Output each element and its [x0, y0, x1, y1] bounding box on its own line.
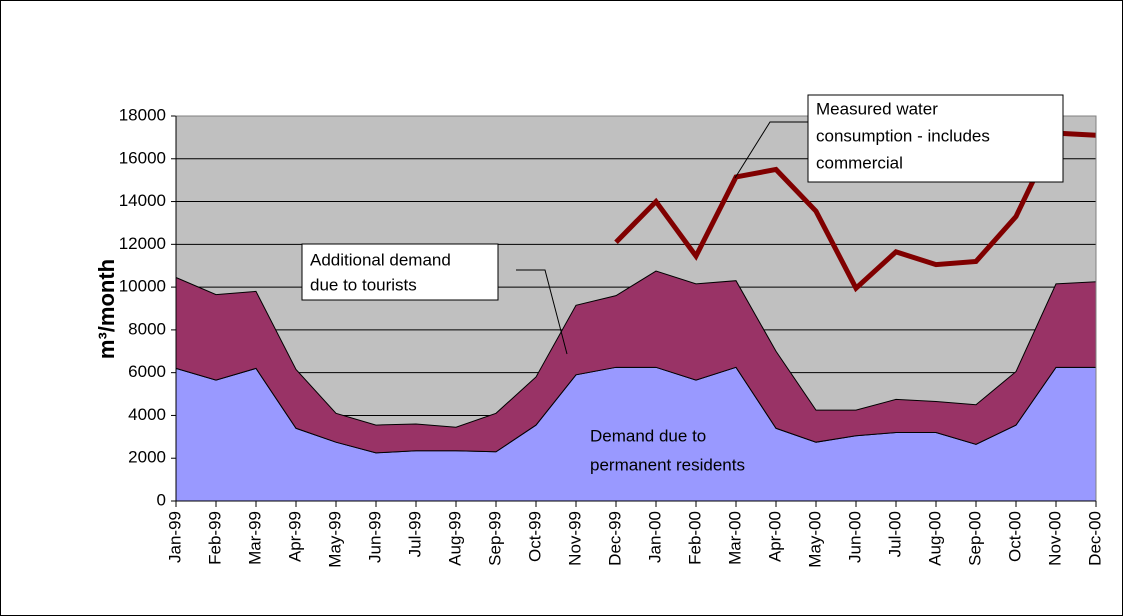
x-tick-label: Jul-99	[405, 511, 424, 557]
y-tick-label: 10000	[119, 277, 166, 296]
leader-line	[734, 121, 808, 179]
annotation-text: permanent residents	[590, 455, 745, 474]
y-axis-label: m³/month	[94, 259, 119, 359]
x-tick-label: Aug-00	[925, 511, 944, 566]
x-tick-label: Apr-99	[285, 511, 304, 562]
x-tick-label: Oct-00	[1005, 511, 1024, 562]
x-tick-label: Oct-99	[525, 511, 544, 562]
annotation-text: Measured water	[816, 99, 938, 118]
y-tick-label: 2000	[128, 448, 166, 467]
y-tick-label: 6000	[128, 362, 166, 381]
x-tick-label: Feb-00	[685, 511, 704, 565]
y-tick-label: 12000	[119, 234, 166, 253]
line	[614, 130, 1097, 293]
annotation-text: consumption - includes	[816, 126, 990, 145]
x-tick-label: Nov-00	[1045, 511, 1064, 566]
x-tick-label: Dec-00	[1085, 511, 1104, 566]
x-tick-label: Nov-99	[565, 511, 584, 566]
annotation-text: commercial	[816, 153, 903, 172]
x-tick-label: Feb-99	[205, 511, 224, 565]
x-tick-label: May-99	[325, 511, 344, 568]
y-tick-label: 16000	[119, 148, 166, 167]
y-tick-label: 4000	[128, 405, 166, 424]
x-tick-label: Jun-00	[845, 511, 864, 563]
annotation-box	[301, 243, 499, 301]
x-tick-label: Apr-00	[765, 511, 784, 562]
x-tick-label: Sep-00	[965, 511, 984, 566]
y-tick-label: 8000	[128, 319, 166, 338]
x-tick-label: Mar-99	[245, 511, 264, 565]
x-tick-label: Aug-99	[445, 511, 464, 566]
x-tick-label: Dec-99	[605, 511, 624, 566]
x-tick-label: May-00	[805, 511, 824, 568]
leader-line	[516, 269, 568, 355]
x-tick-label: Jun-99	[365, 511, 384, 563]
annotation-text: Demand due to	[590, 426, 706, 445]
annotation-text: due to tourists	[310, 275, 417, 294]
y-tick-label: 18000	[119, 105, 166, 124]
y-tick-label: 14000	[119, 191, 166, 210]
annotation-text: Additional demand	[310, 250, 451, 269]
x-tick-label: Jul-00	[885, 511, 904, 557]
x-tick-label: Mar-00	[725, 511, 744, 565]
x-tick-label: Jan-00	[645, 511, 664, 563]
annotation-box	[807, 94, 1064, 183]
x-tick-label: Jan-99	[165, 511, 184, 563]
y-tick-label: 0	[157, 490, 166, 509]
x-tick-label: Sep-99	[485, 511, 504, 566]
